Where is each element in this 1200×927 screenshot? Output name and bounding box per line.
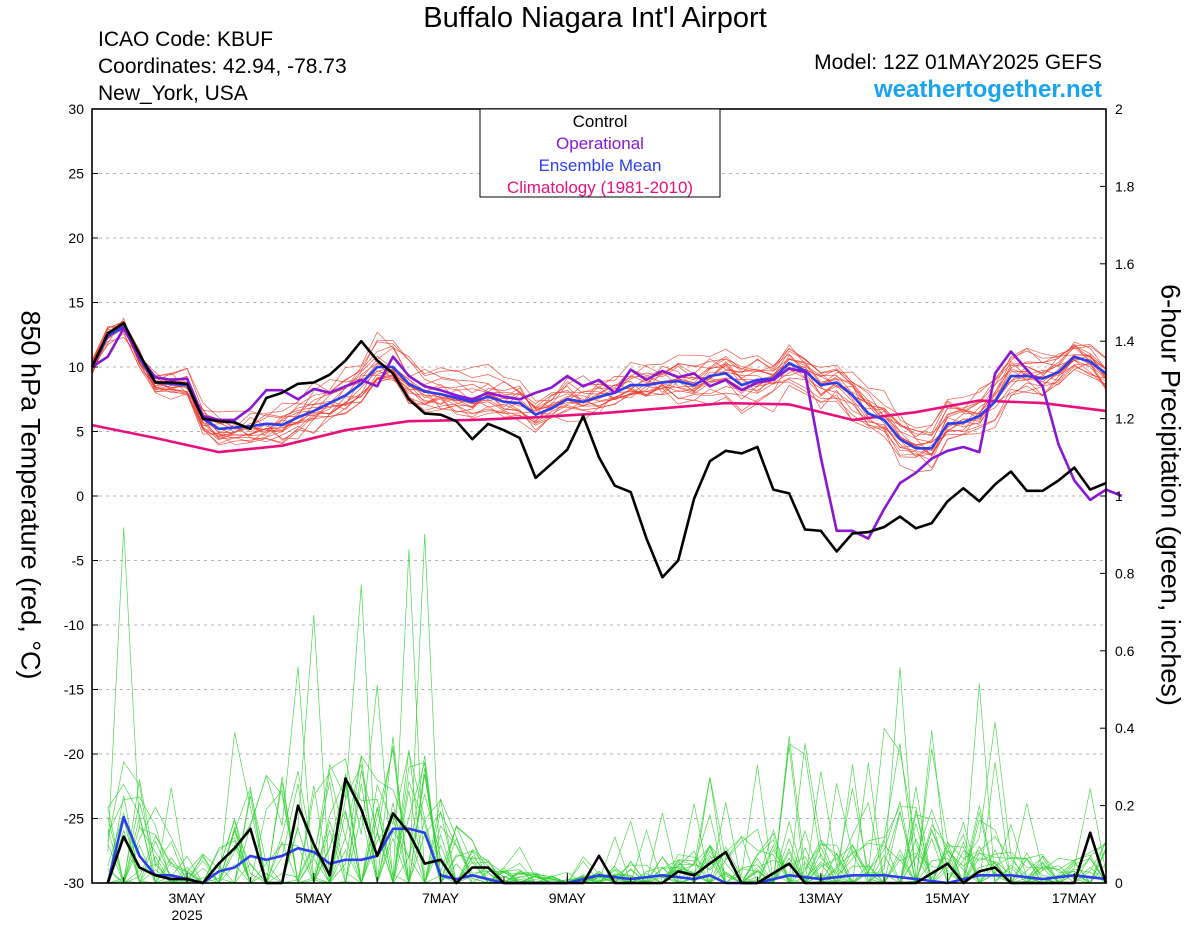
right-tick-label: 1.6 <box>1115 256 1135 272</box>
temperature-member-line <box>91 321 1107 457</box>
temperature-member-line <box>91 320 1107 449</box>
x-tick-label: 17MAY <box>1052 890 1098 906</box>
left-tick-label: -25 <box>64 811 84 827</box>
left-tick-label: -5 <box>72 553 85 569</box>
temperature-member-line <box>91 322 1107 461</box>
right-tick-label: 1.4 <box>1115 333 1135 349</box>
legend-item: Climatology (1981-2010) <box>507 178 693 197</box>
right-tick-label: 1.2 <box>1115 411 1135 427</box>
left-tick-label: -30 <box>64 875 84 891</box>
left-tick-label: 10 <box>68 359 84 375</box>
left-tick-label: -15 <box>64 682 84 698</box>
model-run: Model: 12Z 01MAY2025 GEFS <box>814 51 1102 74</box>
precip-member-line <box>107 549 1106 884</box>
precip-member-line <box>107 748 1107 885</box>
right-tick-label: 2 <box>1115 101 1123 117</box>
left-tick-label: -10 <box>64 617 84 633</box>
right-tick-label: 1 <box>1115 488 1123 504</box>
left-tick-label: 25 <box>68 166 84 182</box>
precipitation-ensemble-members <box>107 527 1107 885</box>
temperature-member-line <box>91 320 1107 473</box>
left-tick-label: 20 <box>68 230 84 246</box>
precip-member-line <box>107 736 1107 884</box>
legend-item: Operational <box>556 134 644 153</box>
x-tick-label: 7MAY <box>422 890 460 906</box>
legend: Control Operational Ensemble Mean Climatolo… <box>479 108 721 198</box>
precip-ensemble-mean-line <box>106 815 1107 885</box>
temperature-member-line <box>91 321 1107 469</box>
x-tick-label: 15MAY <box>925 890 971 906</box>
x-tick-label: 5MAY <box>295 890 333 906</box>
legend-item: Ensemble Mean <box>539 156 662 175</box>
temperature-member-line <box>91 326 1107 441</box>
left-tick-label: -20 <box>64 746 84 762</box>
right-tick-label: 0.2 <box>1115 798 1135 814</box>
left-tick-label: 30 <box>68 101 84 117</box>
right-tick-label: 0.4 <box>1115 720 1135 736</box>
legend-box <box>479 108 721 198</box>
temperature-ensemble-mean-line <box>90 325 1107 450</box>
right-tick-label: 0 <box>1115 875 1123 891</box>
temperature-control-line <box>90 321 1107 579</box>
left-tick-label: 0 <box>76 488 84 504</box>
precip-member-line <box>107 584 1107 884</box>
chart-title: Buffalo Niagara Int'l Airport <box>423 2 767 34</box>
precip-member-line <box>107 763 1106 885</box>
x-tick-label: 13MAY <box>798 890 844 906</box>
temperature-climatology-1981-2010--line <box>91 399 1107 454</box>
left-tick-label: 15 <box>68 295 84 311</box>
left-tick-label: 5 <box>76 424 84 440</box>
coordinates: Coordinates: 42.94, -78.73 <box>98 55 347 78</box>
right-tick-label: 1.8 <box>1115 178 1135 194</box>
x-tick-label: 3MAY <box>169 890 207 906</box>
right-tick-label: 0.8 <box>1115 565 1135 581</box>
legend-item: Control <box>573 112 628 131</box>
site-link[interactable]: weathertogether.net <box>873 76 1102 103</box>
right-tick-label: 0.6 <box>1115 643 1135 659</box>
x-tick-label: 11MAY <box>672 890 716 906</box>
temperature-member-line <box>91 322 1107 456</box>
axis-ticks: 302520151050-5-10-15-20-25-3021.81.61.41… <box>64 101 1135 923</box>
precip-member-line <box>107 743 1107 884</box>
x-tick-year: 2025 <box>171 907 202 923</box>
icao-code: ICAO Code: KBUF <box>98 28 274 51</box>
location: New_York, USA <box>98 82 248 105</box>
precip-member-line <box>107 751 1107 884</box>
temperature-operational-line <box>91 327 1123 540</box>
temperature-member-line <box>91 324 1107 457</box>
x-tick-label: 9MAY <box>549 890 587 906</box>
